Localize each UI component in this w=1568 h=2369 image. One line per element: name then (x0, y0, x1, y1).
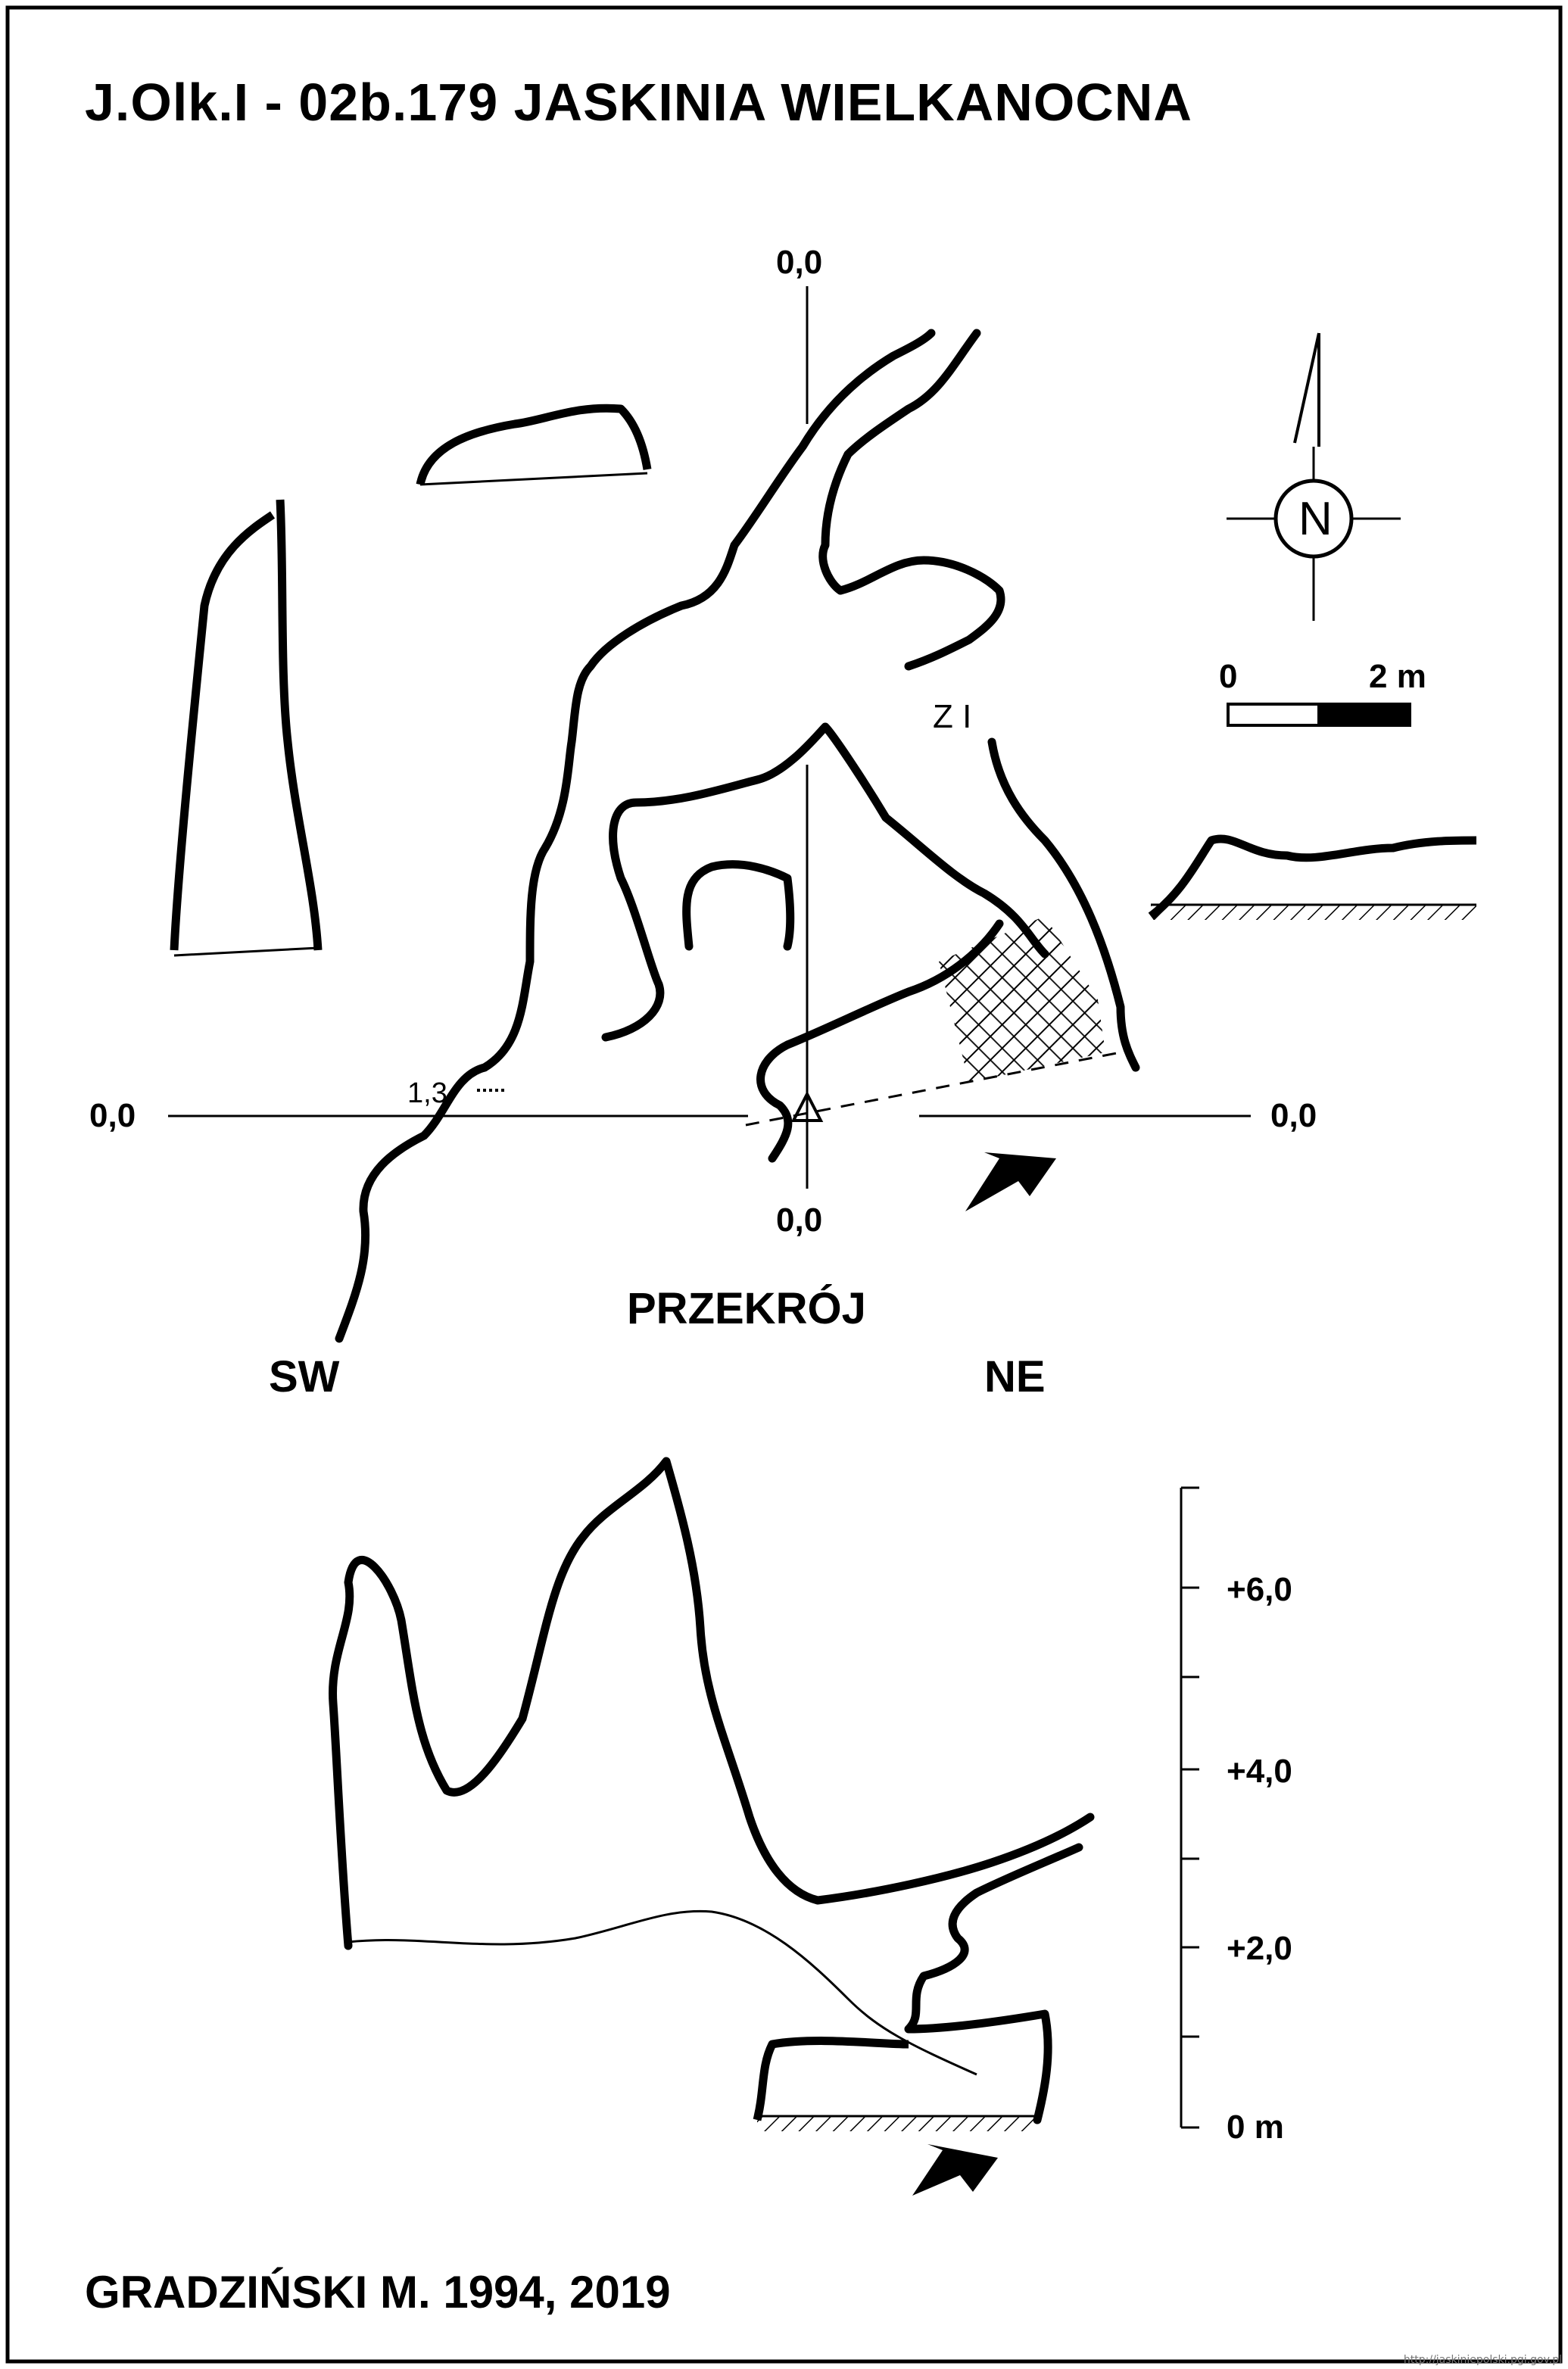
section-vertical-scale (1180, 1486, 1199, 2129)
plan-cross-section-east (1148, 834, 1477, 920)
section-entrance-arrow-icon (912, 2144, 998, 2196)
page-frame (5, 5, 1563, 2364)
source-url[interactable]: http://jaskiniepolski.pgi.gov.pl (1403, 2354, 1562, 2366)
sediment-hatch-area-cross (939, 916, 1105, 1083)
cave-outline-inner-loop (682, 860, 795, 951)
plan-cross-section-north-floor (419, 472, 648, 486)
section-view (329, 1457, 1199, 2196)
cave-outline-main (335, 329, 936, 1343)
scale-bar (1227, 703, 1411, 727)
section-outline (329, 1457, 1095, 1950)
plan-axis-label-top: 0,0 (776, 244, 823, 281)
plan-axis-label-right: 0,0 (1270, 1097, 1317, 1134)
section-sediment-line (348, 1909, 977, 2076)
author-credit: GRADZIŃSKI M. 1994, 2019 (85, 2267, 671, 2318)
plan-cross-section-west-floor (173, 946, 319, 957)
depth-label: 1,3 (407, 1077, 447, 1109)
zone-label: Z I (933, 698, 972, 735)
page-title: J.Olk.I - 02b.179 JASKINIA WIELKANOCNA (85, 73, 1192, 132)
entrance-arrow-icon (965, 1152, 1056, 1211)
plan-cross-section-west (170, 499, 323, 951)
scale-start-label: 0 (1219, 658, 1238, 695)
section-title: PRZEKRÓJ (627, 1284, 866, 1333)
entrance-dripline (745, 1051, 1121, 1127)
section-ground-hatch (757, 2116, 1037, 2131)
section-direction-ne: NE (984, 1352, 1046, 1401)
north-label: N (1298, 493, 1333, 545)
section-outline-lower (904, 1843, 1083, 2124)
north-arrow-icon (1227, 332, 1401, 621)
section-scale-label-4: +4,0 (1227, 1753, 1292, 1790)
section-chamber-floor (753, 2037, 909, 2121)
cave-outline-inner-pillar (601, 722, 1049, 1042)
section-direction-sw: SW (269, 1352, 340, 1401)
cave-outline-north-arm (818, 329, 1005, 671)
cave-outline-east-chamber (756, 737, 1140, 1163)
plan-cross-section-north (416, 404, 652, 486)
section-scale-label-2: +2,0 (1227, 1930, 1292, 1967)
plan-cross-section-east-ground (1151, 905, 1476, 920)
section-scale-label-6: +6,0 (1227, 1571, 1292, 1608)
scale-end-label: 2 m (1369, 658, 1426, 695)
plan-axis-label-left: 0,0 (89, 1097, 136, 1134)
survey-station-icon (790, 1090, 824, 1122)
plan-view (168, 286, 1477, 1343)
plan-axis-label-bottom: 0,0 (776, 1202, 823, 1239)
section-scale-label-0: 0 m (1227, 2109, 1284, 2146)
